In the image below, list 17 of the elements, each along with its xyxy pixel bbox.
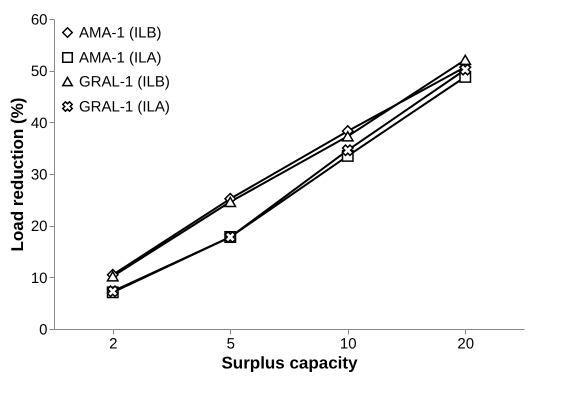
x-tick-label: 10	[340, 336, 357, 352]
y-tick-label: 60	[30, 12, 48, 28]
x-tick-label: 5	[226, 336, 235, 352]
y-tick-label: 50	[30, 63, 48, 80]
x-tick-label: 2	[109, 336, 118, 352]
y-tick-label: 10	[30, 270, 48, 287]
x-tick-label: 20	[457, 336, 474, 352]
y-tick-label: 20	[30, 218, 48, 236]
legend-label: GRAL-1 (ILB)	[79, 74, 170, 90]
x-axis-title: Surplus capacity	[221, 354, 358, 372]
y-tick-label: 0	[39, 322, 48, 338]
legend-label: AMA-1 (ILB)	[79, 24, 162, 42]
legend-label: GRAL-1 (ILA)	[79, 98, 170, 116]
y-tick-label: 40	[30, 114, 48, 132]
legend-label: AMA-1 (ILA)	[79, 50, 162, 66]
y-axis-title: Load reduction (%)	[8, 98, 27, 252]
y-tick-label: 30	[30, 166, 48, 184]
